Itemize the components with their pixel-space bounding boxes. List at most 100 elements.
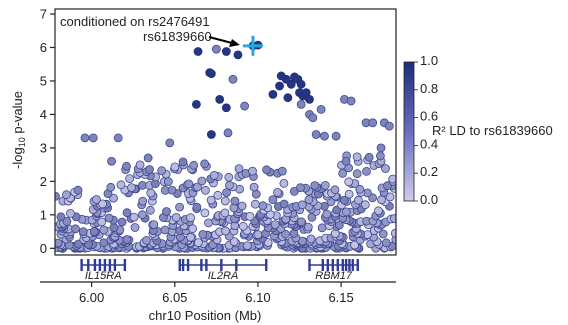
snp-point bbox=[310, 181, 320, 190]
colorbar-tick-label: 0.6 bbox=[420, 109, 438, 124]
snp-point bbox=[193, 182, 202, 192]
y-tick-label: 2 bbox=[40, 174, 47, 189]
gene-label: IL15RA bbox=[85, 270, 122, 282]
gene-track: IL15RA IL2RA RBM17 bbox=[80, 259, 359, 282]
snp-point bbox=[224, 172, 234, 182]
snp-point bbox=[170, 162, 180, 172]
snp-point bbox=[122, 235, 132, 244]
snp-point bbox=[322, 209, 332, 219]
snp-point bbox=[279, 178, 289, 188]
colorbar-gradient bbox=[403, 61, 415, 202]
snp-point bbox=[355, 184, 365, 194]
snp-point bbox=[375, 151, 385, 161]
snp-point-high-ld bbox=[206, 69, 216, 78]
y-tick-label: 7 bbox=[40, 7, 47, 22]
gene-label: RBM17 bbox=[315, 270, 353, 282]
snp-point bbox=[92, 195, 101, 204]
snp-point bbox=[189, 160, 199, 170]
snp-point bbox=[62, 190, 71, 200]
snp-point bbox=[178, 157, 188, 167]
snp-point bbox=[331, 131, 341, 141]
y-axis: 0 1 2 3 4 5 6 7 bbox=[40, 7, 55, 256]
snp-point bbox=[137, 180, 147, 190]
snp-point bbox=[78, 227, 88, 237]
gene-exon bbox=[93, 259, 97, 271]
snp-point bbox=[104, 213, 114, 223]
gene-exon bbox=[87, 259, 90, 271]
snp-point bbox=[55, 238, 63, 248]
y-tick-label: 5 bbox=[40, 73, 47, 88]
snp-point bbox=[222, 188, 231, 198]
gene-exon bbox=[186, 259, 190, 271]
snp-point bbox=[240, 101, 250, 111]
snp-point-high-ld bbox=[221, 47, 231, 56]
snp-point bbox=[229, 237, 239, 247]
snp-point bbox=[390, 228, 396, 238]
snp-point bbox=[249, 182, 259, 192]
snp-point bbox=[381, 238, 391, 248]
snp-point bbox=[258, 201, 268, 211]
snp-point bbox=[211, 44, 221, 54]
plot-frame bbox=[54, 8, 397, 256]
snp-point bbox=[334, 220, 344, 230]
gene-exon bbox=[321, 259, 325, 271]
snp-point bbox=[162, 207, 171, 216]
snp-point bbox=[234, 164, 244, 174]
snp-point-high-ld bbox=[283, 93, 293, 103]
gene-exon bbox=[80, 259, 83, 271]
snp-point bbox=[320, 131, 329, 141]
snp-point bbox=[308, 113, 318, 123]
snp-point bbox=[122, 208, 132, 218]
gene-exon bbox=[344, 259, 348, 271]
snp-point bbox=[145, 205, 155, 215]
snp-point bbox=[160, 225, 170, 235]
gene-exon bbox=[356, 259, 359, 271]
snp-point bbox=[339, 195, 349, 205]
snp-point bbox=[109, 223, 119, 232]
gene-exon bbox=[220, 259, 223, 271]
snp-point bbox=[268, 195, 278, 205]
snp-point bbox=[353, 195, 363, 205]
y-tick-label: 0 bbox=[40, 241, 47, 256]
snp-point bbox=[311, 130, 321, 139]
gene-label: IL2RA bbox=[208, 270, 239, 282]
annotation-arrow-line bbox=[208, 36, 233, 44]
snp-point bbox=[200, 208, 210, 218]
snp-point bbox=[145, 165, 154, 174]
snp-point bbox=[390, 214, 396, 223]
snp-point bbox=[146, 188, 156, 198]
snp-point bbox=[352, 152, 362, 162]
gene-exon bbox=[235, 259, 238, 271]
gene-exon bbox=[348, 259, 351, 271]
snp-point bbox=[171, 212, 181, 222]
snp-point bbox=[238, 221, 248, 231]
snp-point bbox=[129, 212, 139, 222]
colorbar: 1.0 0.8 0.6 0.4 0.2 0.0 R² LD to rs61839660 bbox=[403, 53, 553, 207]
snp-point bbox=[330, 185, 340, 195]
snp-point bbox=[89, 227, 99, 237]
y-axis-label: -log10 p-value bbox=[10, 91, 27, 169]
snp-point bbox=[306, 234, 316, 244]
snp-point bbox=[80, 133, 90, 143]
snp-point bbox=[253, 230, 263, 240]
annotation-arrow-head bbox=[229, 39, 240, 47]
snp-point-high-ld bbox=[193, 47, 203, 56]
snp-point bbox=[142, 235, 151, 245]
snp-point bbox=[277, 166, 287, 176]
snp-point bbox=[279, 199, 289, 209]
snp-point bbox=[223, 128, 233, 138]
colorbar-tick-label: 0.0 bbox=[420, 192, 438, 207]
snp-point bbox=[273, 187, 282, 197]
snp-point bbox=[135, 160, 145, 170]
x-axis-label: chr10 Position (Mb) bbox=[149, 308, 262, 323]
snp-point bbox=[204, 218, 213, 228]
gene-exon bbox=[113, 259, 117, 271]
snp-point bbox=[250, 199, 260, 209]
snp-point-high-ld bbox=[286, 79, 296, 89]
snp-point bbox=[360, 200, 370, 210]
snp-point bbox=[165, 138, 175, 148]
gene-exon bbox=[351, 259, 354, 271]
snp-point bbox=[192, 202, 202, 212]
gene-exon bbox=[336, 259, 339, 271]
gene-exon bbox=[341, 259, 344, 271]
